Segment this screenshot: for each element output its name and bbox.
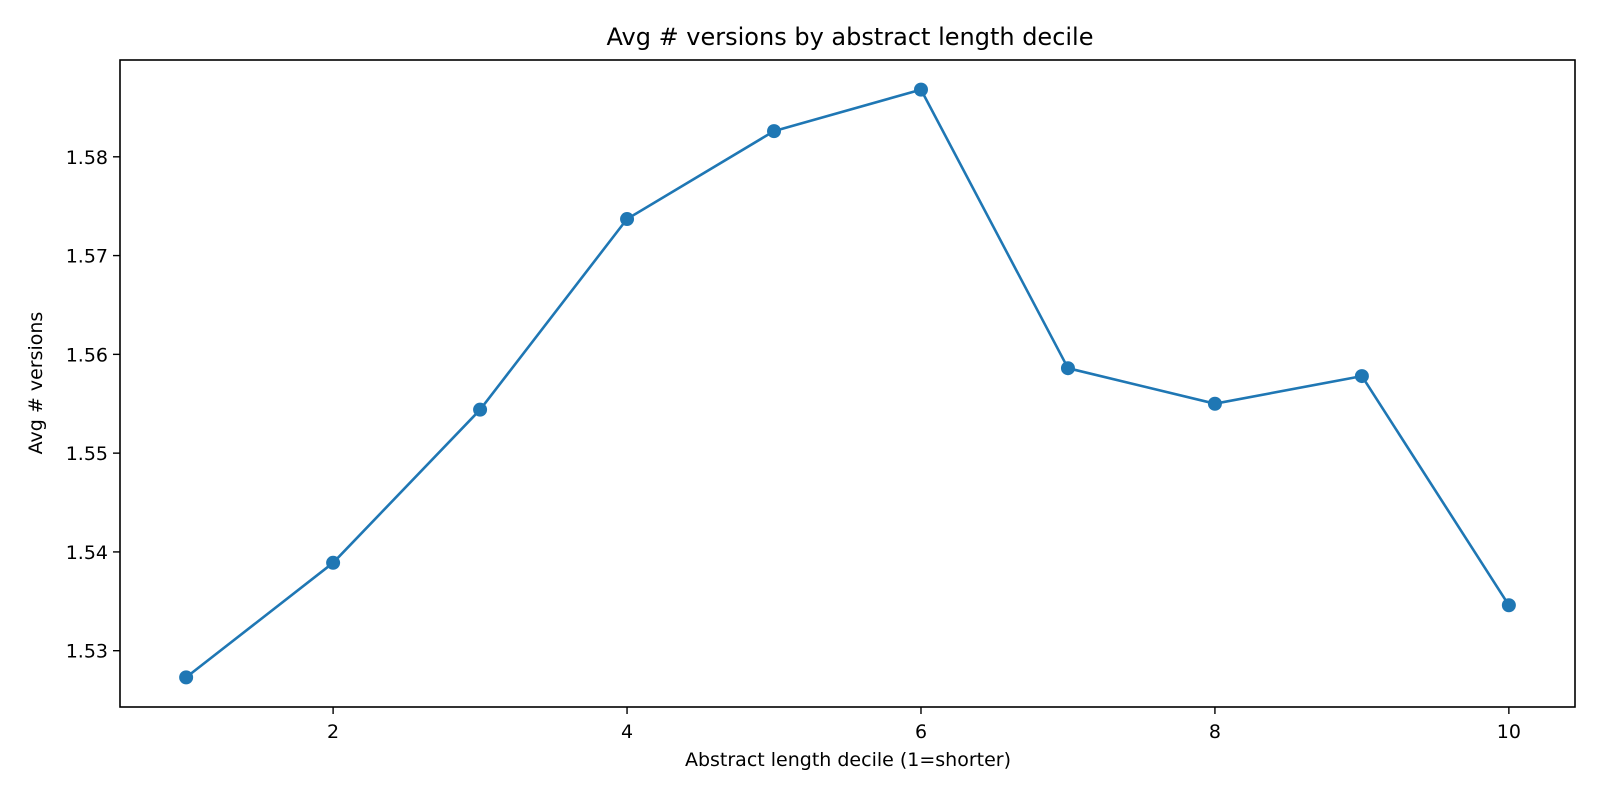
data-point-1	[179, 670, 194, 685]
data-point-5	[767, 124, 782, 139]
chart-title: Avg # versions by abstract length decile	[606, 23, 1093, 51]
x-tick-label: 8	[1209, 721, 1221, 743]
x-axis-label: Abstract length decile (1=shorter)	[685, 749, 1011, 771]
x-tick-label: 4	[621, 721, 633, 743]
series-line	[185, 88, 1510, 679]
y-tick-label: 1.57	[66, 246, 108, 268]
data-point-8	[1207, 396, 1222, 411]
x-axis-ticks: 2 4 6 8 10	[327, 707, 1521, 743]
y-tick-label: 1.58	[66, 147, 108, 169]
data-point-2	[326, 555, 341, 570]
data-point-4	[620, 212, 635, 227]
series-points	[179, 82, 1516, 685]
data-point-7	[1060, 361, 1075, 376]
data-point-9	[1354, 369, 1369, 384]
y-tick-label: 1.54	[66, 542, 108, 564]
y-axis-ticks: 1.53 1.54 1.55 1.56 1.57 1.58	[66, 147, 120, 663]
data-point-6	[913, 82, 928, 97]
y-tick-label: 1.55	[66, 443, 108, 465]
y-tick-label: 1.53	[66, 641, 108, 663]
x-tick-label: 10	[1497, 721, 1521, 743]
y-tick-label: 1.56	[66, 344, 108, 366]
data-point-3	[473, 402, 488, 417]
x-tick-label: 2	[327, 721, 339, 743]
data-point-10	[1501, 598, 1516, 613]
y-axis-label: Avg # versions	[25, 312, 47, 455]
x-tick-label: 6	[915, 721, 927, 743]
plot-area-frame	[119, 59, 1576, 708]
